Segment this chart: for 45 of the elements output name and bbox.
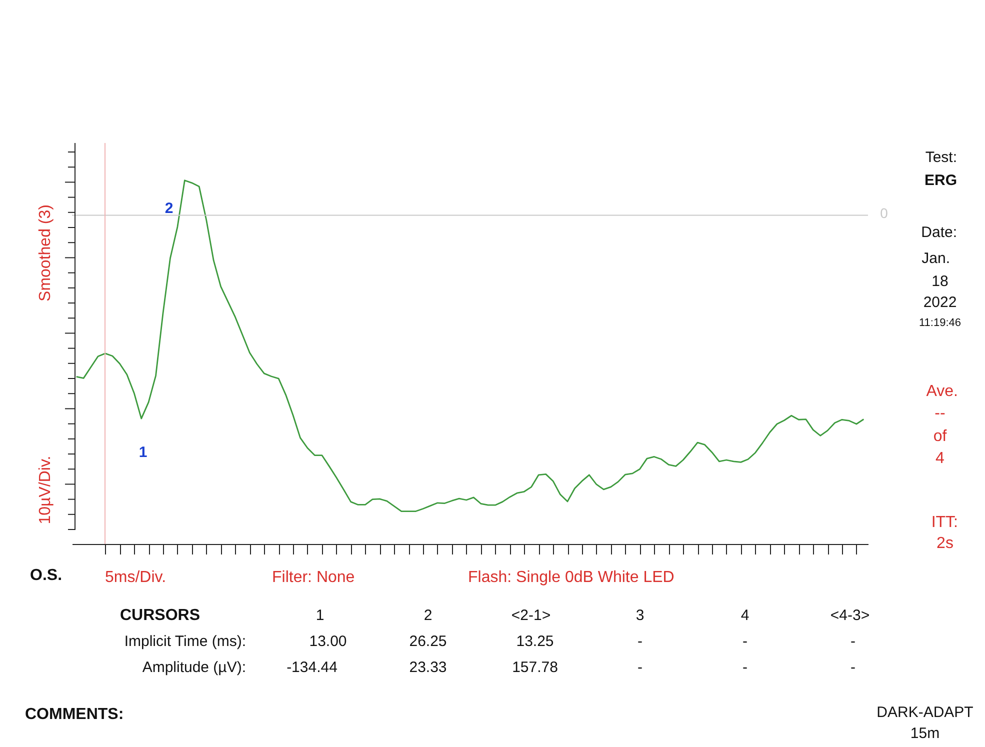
text: -134.44 xyxy=(286,659,338,676)
text: 2022 xyxy=(923,294,957,311)
text: 4 xyxy=(740,607,750,624)
annotation: 1 xyxy=(138,444,148,461)
text: - xyxy=(742,633,748,650)
x-axis-title: 5ms/Div. xyxy=(105,569,166,586)
text: DARK-ADAPT xyxy=(876,704,974,721)
text: <2-1> xyxy=(511,607,551,624)
text: Test: xyxy=(925,149,957,166)
text: 11:19:46 xyxy=(918,317,962,329)
text: 18 xyxy=(932,273,948,290)
text: 1 xyxy=(316,607,324,624)
text: Jan. xyxy=(922,250,950,267)
text: Ave. xyxy=(926,383,958,400)
text: 3 xyxy=(636,607,644,624)
text: - xyxy=(638,659,642,676)
text: Flash: Single 0dB White LED xyxy=(468,569,674,586)
text: 2s xyxy=(936,535,954,552)
text: ERG xyxy=(924,172,957,189)
text: Implicit Time (ms): xyxy=(124,633,246,650)
text: - xyxy=(742,659,748,676)
text: Filter: None xyxy=(272,569,355,586)
text: 157.78 xyxy=(512,659,558,676)
text: 15m xyxy=(910,725,940,742)
y-axis-title: Smoothed (3) xyxy=(37,204,54,302)
text: ITT: xyxy=(931,514,958,531)
text: 26.25 xyxy=(409,633,447,650)
annotation: 2 xyxy=(164,200,174,217)
text: <4-3> xyxy=(830,607,870,624)
text: -- xyxy=(934,405,946,422)
text: COMMENTS: xyxy=(25,706,124,723)
text: 10µV/Div. xyxy=(37,456,54,524)
text: Date: xyxy=(921,224,957,241)
text: - xyxy=(850,633,856,650)
text: 2 xyxy=(424,607,432,624)
text: - xyxy=(850,659,856,676)
text: 13.00 xyxy=(309,633,347,650)
text: - xyxy=(638,633,642,650)
text: Amplitude (µV): xyxy=(142,659,246,676)
text: O.S. xyxy=(30,567,62,584)
text: of xyxy=(933,428,948,445)
text: CURSORS xyxy=(120,607,200,624)
text: 4 xyxy=(936,450,945,467)
text: 23.33 xyxy=(409,659,447,676)
text: 13.25 xyxy=(516,633,554,650)
